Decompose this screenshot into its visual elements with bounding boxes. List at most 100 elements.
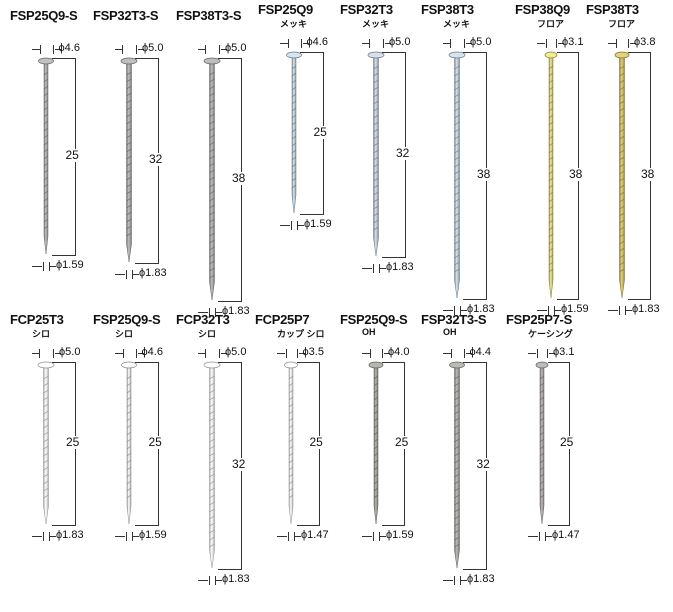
head-dim-tick bbox=[450, 349, 452, 358]
nail-code: FCP25T3 bbox=[10, 312, 64, 327]
nail-item: FSP38T3 メッキ ϕ5.0 38 ϕ1.83 bbox=[421, 2, 521, 315]
nail-illustration bbox=[203, 361, 221, 569]
nail-finish-label: ケーシング bbox=[528, 329, 573, 339]
nail-code: FSP25Q9 bbox=[258, 2, 313, 17]
shank-dim-tick bbox=[539, 532, 540, 541]
head-diameter-label: ϕ3.8 bbox=[634, 36, 656, 48]
shank-dim-tick bbox=[43, 262, 44, 271]
nail-illustration bbox=[120, 57, 138, 263]
head-dim-tick bbox=[537, 349, 538, 358]
nail-item: FSP38T3 フロア ϕ3.8 38 ϕ1.83 bbox=[586, 2, 673, 315]
nail-finish-label: フロア bbox=[608, 19, 636, 29]
head-diameter-label: ϕ5.0 bbox=[389, 36, 411, 48]
nail-code: FSP25Q9-S bbox=[10, 8, 78, 23]
shank-diameter-label: ϕ1.83 bbox=[56, 529, 84, 541]
shank-dim-line bbox=[298, 225, 304, 226]
nail-finish-label: OH bbox=[443, 327, 457, 337]
length-label: 25 bbox=[312, 124, 328, 139]
shank-dim-line bbox=[115, 536, 125, 537]
nail-illustration bbox=[449, 361, 465, 569]
head-dim-tick bbox=[616, 39, 617, 48]
nail-illustration bbox=[121, 361, 137, 525]
shank-dim-line bbox=[198, 580, 208, 581]
shank-dim-line bbox=[443, 310, 453, 311]
shank-dim-line bbox=[443, 580, 453, 581]
length-label: 32 bbox=[395, 146, 411, 160]
nail-illustration bbox=[38, 57, 54, 255]
shank-dim-line bbox=[133, 536, 139, 537]
nail-finish-label: シロ bbox=[198, 329, 217, 339]
shank-dim-line bbox=[546, 536, 552, 537]
head-dim-tick bbox=[370, 349, 371, 358]
nail-item: FSP25Q9 メッキ ϕ4.6 25 ϕ1.59 bbox=[258, 2, 358, 302]
shank-diameter-label: ϕ1.59 bbox=[56, 259, 84, 271]
head-dim-tick bbox=[556, 39, 557, 48]
nail-item: FSP25Q9-S OH ϕ4.0 25 ϕ1.59 bbox=[340, 312, 440, 612]
nail-illustration bbox=[544, 51, 558, 299]
nail-item: FSP32T3-S OH ϕ4.4 32 ϕ1.83 bbox=[421, 312, 521, 612]
nail-finish-label: メッキ bbox=[362, 19, 390, 29]
nail-illustration bbox=[614, 51, 630, 299]
head-diameter-label: ϕ5.0 bbox=[470, 36, 492, 48]
nail-illustration bbox=[535, 361, 549, 525]
shank-dim-tick bbox=[132, 532, 133, 541]
shank-dim-tick bbox=[288, 532, 289, 541]
head-dim-line bbox=[54, 49, 61, 50]
head-dim-tick bbox=[122, 45, 123, 54]
head-dim-line bbox=[466, 43, 472, 44]
nail-illustration bbox=[203, 57, 221, 301]
nail-item: FCP32T3 シロ ϕ5.0 32 ϕ1.83 bbox=[176, 312, 276, 612]
nail-code: FSP25Q9-S bbox=[93, 312, 161, 327]
shank-dim-line bbox=[277, 536, 287, 537]
head-dim-tick bbox=[135, 349, 137, 358]
nail-illustration bbox=[284, 361, 298, 525]
head-dim-tick bbox=[300, 39, 302, 48]
shank-dim-tick bbox=[49, 262, 50, 271]
head-dim-line bbox=[362, 43, 370, 44]
shank-dim-line bbox=[380, 536, 386, 537]
shank-dim-line bbox=[380, 268, 386, 269]
head-dim-tick bbox=[39, 349, 40, 358]
nail-code: FCP25P7 bbox=[255, 312, 310, 327]
head-dim-line bbox=[298, 353, 305, 354]
shank-diameter-label: ϕ1.83 bbox=[222, 305, 250, 317]
head-dim-tick bbox=[547, 349, 548, 358]
shank-dim-line bbox=[32, 536, 42, 537]
shank-diameter-label: ϕ1.83 bbox=[467, 573, 495, 585]
head-dim-line bbox=[528, 353, 536, 354]
shank-dim-line bbox=[280, 225, 290, 226]
head-dim-line bbox=[384, 353, 390, 354]
head-dim-tick bbox=[369, 39, 370, 48]
shank-dim-tick bbox=[548, 306, 549, 315]
head-dim-line bbox=[443, 353, 451, 354]
head-dim-tick bbox=[546, 39, 547, 48]
head-dim-tick bbox=[382, 349, 383, 358]
shank-dim-tick bbox=[294, 532, 295, 541]
head-dim-line bbox=[630, 43, 636, 44]
head-dim-tick bbox=[285, 349, 287, 358]
shank-dim-line bbox=[198, 312, 208, 313]
shank-dim-line bbox=[295, 536, 301, 537]
shank-diameter-label: ϕ1.59 bbox=[139, 529, 167, 541]
shank-diameter-label: ϕ1.59 bbox=[561, 303, 589, 315]
nail-illustration bbox=[368, 361, 384, 525]
head-diameter-label: ϕ5.0 bbox=[59, 346, 81, 358]
shank-dim-tick bbox=[291, 221, 292, 230]
head-dim-tick bbox=[205, 349, 206, 358]
head-dim-tick bbox=[219, 349, 220, 358]
length-label: 25 bbox=[559, 435, 575, 449]
head-dim-line bbox=[221, 353, 227, 354]
head-dim-line bbox=[277, 353, 285, 354]
nail-item: FCP25P7 カップ シロ ϕ3.5 25 ϕ1.47 bbox=[255, 312, 355, 612]
shank-dim-tick bbox=[454, 576, 455, 585]
head-dim-line bbox=[137, 353, 144, 354]
nail-code: FSP25Q9-S bbox=[340, 312, 408, 327]
shank-dim-tick bbox=[215, 308, 216, 317]
length-label: 25 bbox=[394, 435, 410, 449]
nail-finish-label: フロア bbox=[537, 19, 565, 29]
nail-code: FSP32T3 bbox=[340, 2, 393, 17]
head-dim-line bbox=[549, 353, 555, 354]
nail-code: FSP38T3 bbox=[421, 2, 474, 17]
shank-dim-tick bbox=[132, 270, 133, 279]
head-dim-tick bbox=[287, 39, 289, 48]
